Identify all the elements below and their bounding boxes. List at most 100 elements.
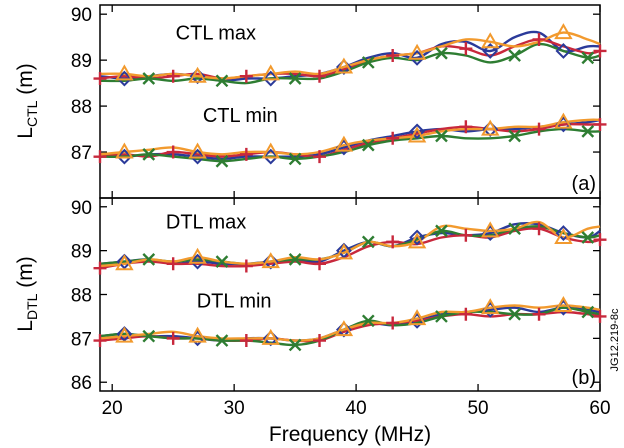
y-tick-label: 88 [71, 97, 92, 118]
triangle-marker [188, 142, 207, 159]
cross-marker [142, 329, 156, 343]
diamond-marker [409, 229, 425, 246]
y-tick-label: 89 [71, 242, 92, 263]
plus-marker [593, 233, 607, 247]
y-tick-label: 89 [71, 51, 92, 72]
plus-marker [459, 42, 473, 56]
series-group-label: DTL max [166, 212, 246, 234]
figure-code: JG12.219-8c [609, 308, 621, 371]
triangle-marker [334, 243, 354, 260]
triangle-marker [334, 320, 354, 337]
chart-panel-b: 86 87 88 89 90 DTL max DTL min (b) LDTL (m) [14, 197, 607, 394]
series-group-label: CTL min [203, 105, 278, 127]
cross-marker [435, 129, 448, 143]
triangle-marker [407, 43, 427, 60]
plus-marker [386, 49, 400, 63]
triangle-marker [188, 326, 207, 343]
x-tick-label: 20 [102, 398, 123, 419]
diamond-marker [482, 43, 499, 59]
y-tick-label: 86 [71, 373, 92, 394]
plus-marker [166, 257, 180, 271]
plus-marker [313, 69, 327, 83]
diamond-marker [409, 123, 425, 140]
annotations-a: CTL max CTL min [176, 22, 278, 127]
cross-marker [215, 74, 229, 88]
cross-marker [581, 51, 595, 65]
triangle-marker [407, 126, 427, 143]
y-tick-label: 87 [71, 329, 92, 350]
diamond-marker [262, 148, 279, 165]
y-tick-labels-b: 86 87 88 89 90 [71, 198, 601, 394]
y-tick-label: 90 [71, 5, 92, 26]
series-line [99, 122, 600, 158]
y-tick-labels-a: 87 88 89 90 [71, 5, 601, 198]
cross-marker [361, 314, 375, 328]
plus-marker [593, 309, 607, 323]
series-line [99, 304, 601, 342]
series-line [99, 306, 601, 347]
plus-marker [386, 131, 400, 145]
cross-marker [142, 72, 156, 85]
triangle-marker [554, 112, 573, 129]
plus-marker [239, 334, 253, 348]
annotations-b: DTL max DTL min [166, 212, 272, 313]
cross-marker [288, 72, 302, 85]
plus-marker [532, 222, 546, 236]
plus-marker [459, 307, 473, 321]
plus-marker [459, 228, 473, 242]
diamond-marker [335, 242, 352, 259]
triangle-marker [115, 254, 134, 271]
series-group-label: DTL min [197, 291, 272, 313]
triangle-marker [407, 309, 427, 326]
plus-marker [532, 122, 546, 136]
plus-marker [166, 145, 180, 159]
plus-marker [386, 316, 400, 330]
cross-marker [508, 222, 521, 236]
cross-marker [288, 152, 302, 166]
series-line [99, 118, 601, 156]
plus-marker [93, 72, 107, 86]
cross-marker [215, 255, 229, 268]
series-line [99, 220, 601, 268]
panel-label-a: (a) [572, 173, 596, 195]
triangle-marker [261, 64, 280, 81]
cross-marker [581, 125, 595, 138]
plus-marker [93, 150, 107, 164]
triangle-marker [188, 66, 207, 83]
cross-marker [361, 235, 375, 249]
cross-marker [361, 138, 375, 152]
diamond-marker [409, 49, 425, 66]
cross-marker [288, 338, 302, 352]
cross-marker [435, 46, 448, 60]
diamond-marker [116, 253, 133, 270]
triangle-marker [115, 142, 134, 159]
chart-panel-a: 87 88 89 90 CTL max CTL min (a) LCTL (m) [14, 4, 607, 199]
y-axis-title-a: LCTL (m) [14, 63, 40, 138]
series-group-label: CTL max [176, 22, 256, 44]
cross-marker [508, 307, 521, 321]
triangle-marker [334, 57, 354, 74]
plus-marker [239, 147, 253, 161]
cross-marker [215, 154, 229, 168]
y-tick-label: 87 [71, 143, 92, 164]
plus-marker [532, 307, 546, 321]
diamond-marker [189, 148, 206, 165]
triangle-marker [554, 23, 573, 40]
panel-label-b: (b) [572, 367, 596, 389]
triangle-marker [334, 135, 354, 152]
diamond-marker [555, 43, 572, 59]
cross-marker [142, 253, 156, 266]
cross-marker [581, 231, 595, 244]
series-line [99, 42, 601, 85]
plus-marker [313, 257, 327, 271]
plus-marker [593, 44, 607, 58]
plus-marker [166, 331, 180, 345]
series-line [99, 227, 601, 270]
triangle-marker [481, 32, 500, 49]
x-tick-label: 40 [346, 398, 367, 419]
diamond-marker [116, 326, 133, 342]
plus-marker [593, 117, 607, 131]
diamond-marker [262, 70, 279, 87]
plus-marker [93, 334, 107, 348]
y-tick-label: 88 [71, 286, 92, 307]
